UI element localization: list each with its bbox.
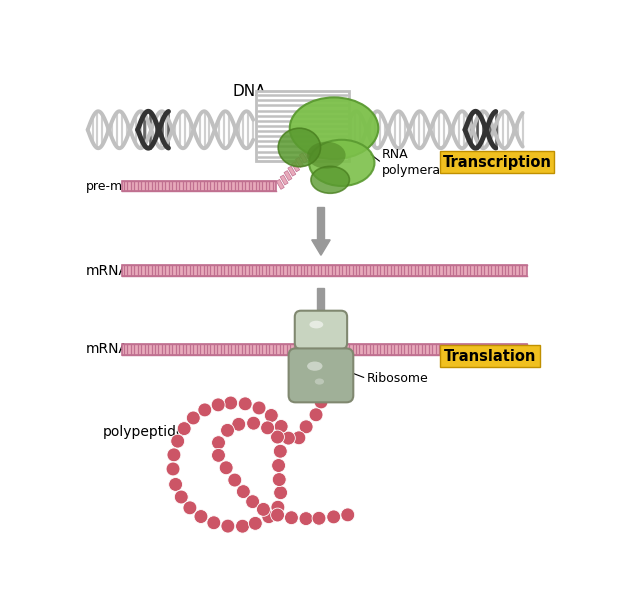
Bar <box>317 207 324 240</box>
Circle shape <box>166 462 180 476</box>
Bar <box>300 153 307 163</box>
Circle shape <box>174 490 188 504</box>
Circle shape <box>271 500 285 514</box>
Circle shape <box>292 431 306 445</box>
Circle shape <box>285 511 298 524</box>
Circle shape <box>271 430 285 444</box>
Circle shape <box>261 421 275 435</box>
Circle shape <box>256 502 270 517</box>
Bar <box>317 287 324 319</box>
Circle shape <box>198 403 212 417</box>
Circle shape <box>221 519 234 533</box>
Circle shape <box>299 420 313 434</box>
Circle shape <box>219 461 233 475</box>
Bar <box>122 344 527 355</box>
Circle shape <box>273 486 288 500</box>
Bar <box>288 166 296 176</box>
Ellipse shape <box>311 166 349 193</box>
Circle shape <box>273 445 287 458</box>
Bar <box>280 175 288 185</box>
Bar <box>295 157 303 167</box>
Bar <box>303 149 311 158</box>
Bar <box>122 181 277 191</box>
Circle shape <box>228 473 242 487</box>
Ellipse shape <box>315 379 324 385</box>
Circle shape <box>299 512 313 526</box>
Polygon shape <box>312 240 330 255</box>
Circle shape <box>282 431 295 445</box>
Circle shape <box>271 458 285 472</box>
Text: Transcription: Transcription <box>443 155 552 170</box>
Circle shape <box>211 448 226 462</box>
Text: RNA
polymerase: RNA polymerase <box>382 148 455 178</box>
Text: mRNA: mRNA <box>86 342 129 356</box>
Circle shape <box>312 511 326 525</box>
Circle shape <box>177 422 191 436</box>
Circle shape <box>186 411 200 425</box>
Bar <box>440 346 540 367</box>
Circle shape <box>171 434 184 448</box>
Circle shape <box>238 397 252 411</box>
Circle shape <box>248 517 262 530</box>
Circle shape <box>341 508 355 522</box>
Circle shape <box>246 416 260 430</box>
Circle shape <box>265 409 278 422</box>
Text: pre-mRNA: pre-mRNA <box>86 180 150 193</box>
FancyBboxPatch shape <box>288 349 353 403</box>
FancyBboxPatch shape <box>295 311 347 349</box>
Ellipse shape <box>309 140 374 186</box>
Circle shape <box>224 396 238 410</box>
Circle shape <box>207 516 221 530</box>
Text: mRNA: mRNA <box>86 263 129 278</box>
Bar <box>292 162 300 172</box>
Bar <box>277 179 284 190</box>
Bar <box>284 170 292 181</box>
Circle shape <box>272 473 286 487</box>
Circle shape <box>252 401 266 415</box>
Text: DNA: DNA <box>233 85 266 100</box>
Ellipse shape <box>290 97 378 159</box>
Ellipse shape <box>278 128 320 167</box>
Ellipse shape <box>307 142 345 169</box>
Circle shape <box>309 408 323 422</box>
Ellipse shape <box>307 362 322 371</box>
Circle shape <box>327 510 340 524</box>
Text: Translation: Translation <box>444 349 537 364</box>
Circle shape <box>236 485 250 499</box>
Circle shape <box>232 418 246 431</box>
Circle shape <box>183 501 197 515</box>
Circle shape <box>236 519 250 533</box>
Circle shape <box>274 419 288 433</box>
Circle shape <box>246 495 260 509</box>
Circle shape <box>271 508 285 522</box>
Circle shape <box>221 424 234 437</box>
FancyBboxPatch shape <box>256 91 349 161</box>
Circle shape <box>194 509 208 523</box>
Circle shape <box>211 398 225 412</box>
Text: Ribosome: Ribosome <box>366 372 428 385</box>
Polygon shape <box>312 319 330 334</box>
Circle shape <box>314 395 328 409</box>
Bar <box>440 151 554 173</box>
Bar <box>122 265 527 276</box>
Circle shape <box>167 448 181 462</box>
Circle shape <box>211 436 226 449</box>
Circle shape <box>262 510 276 524</box>
Ellipse shape <box>309 321 324 328</box>
Circle shape <box>169 478 182 491</box>
Text: polypeptide: polypeptide <box>103 425 186 439</box>
